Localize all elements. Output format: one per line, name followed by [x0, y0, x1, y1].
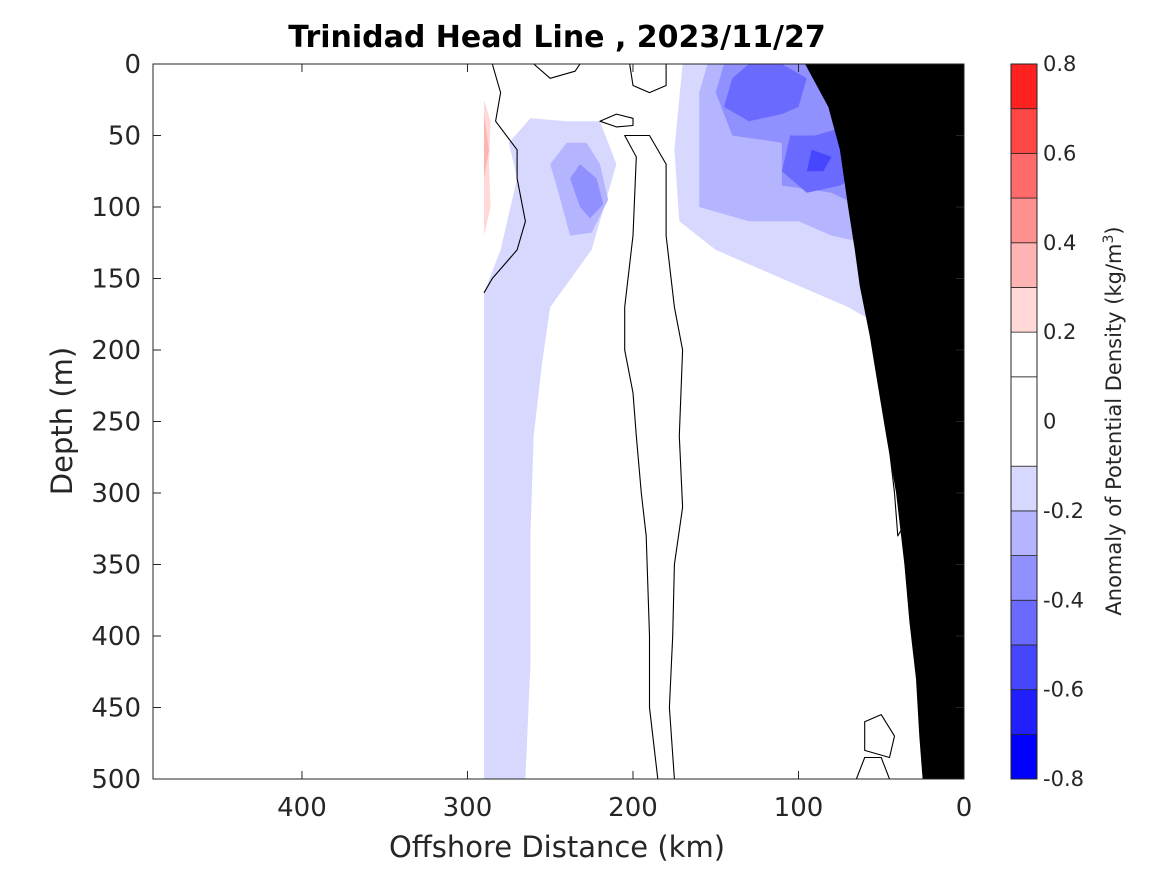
- y-tick-label: 250: [91, 408, 141, 438]
- colorbar-tick-label: 0.2: [1043, 320, 1076, 344]
- x-axis: 400 300 200 100 0: [277, 64, 972, 823]
- colorbar: 0.8 0.6 0.4 0.2 0 -0.2 -0.4 -0.6 -0.8: [1010, 52, 1084, 791]
- y-axis-label: Depth (m): [45, 347, 79, 495]
- colorbar-segment: [1010, 197, 1038, 244]
- y-tick-label: 400: [91, 622, 141, 652]
- negative-anomaly-shelf-core-a: [724, 64, 807, 122]
- positive-anomaly-offshore-core: [484, 114, 489, 179]
- y-axis: 0 50 100 150 200 250 300 350 400 450 500: [91, 50, 964, 795]
- colorbar-segment: [1010, 376, 1038, 467]
- zero-contour-bottom-loop-a: [864, 714, 896, 759]
- y-tick-label: 150: [91, 265, 141, 295]
- x-axis-label: Offshore Distance (km): [389, 830, 725, 864]
- seafloor: [805, 64, 964, 779]
- zero-contour-offshore: [483, 64, 526, 294]
- y-tick-label: 450: [91, 694, 141, 724]
- colorbar-segment: [1010, 465, 1038, 512]
- colorbar-tick-label: 0.6: [1043, 141, 1076, 165]
- x-tick-label: 400: [277, 793, 327, 823]
- zero-contour-top-right: [629, 64, 667, 94]
- colorbar-tick-label: 0.8: [1043, 52, 1076, 76]
- colorbar-tick-label: -0.4: [1043, 588, 1084, 612]
- colorbar-segment: [1010, 108, 1038, 154]
- x-tick-label: 100: [774, 793, 824, 823]
- y-tick-label: 500: [91, 765, 141, 795]
- colorbar-segment: [1010, 733, 1038, 780]
- negative-anomaly-offshore-band: [484, 118, 617, 779]
- colorbar-label: Anomaly of Potential Density (kg/m3): [1101, 226, 1126, 615]
- colorbar-segment: [1010, 242, 1038, 288]
- colorbar-segment: [1010, 63, 1038, 110]
- x-tick-label: 300: [443, 793, 493, 823]
- x-tick-label: 200: [608, 793, 658, 823]
- colorbar-segment: [1010, 689, 1038, 735]
- zero-contour-central: [624, 134, 684, 779]
- colorbar-segment: [1010, 331, 1038, 378]
- colorbar-segment: [1010, 599, 1038, 646]
- negative-anomaly-eddy-core: [570, 164, 604, 219]
- x-tick-label: 0: [956, 793, 973, 823]
- colorbar-tick-label: 0.4: [1043, 231, 1076, 255]
- colorbar-segment: [1010, 510, 1038, 556]
- bathymetry: [805, 64, 964, 779]
- colorbar-segment: [1010, 644, 1038, 691]
- y-tick-label: 100: [91, 193, 141, 223]
- y-tick-label: 300: [91, 479, 141, 509]
- colorbar-segment: [1010, 555, 1038, 601]
- y-tick-label: 0: [124, 50, 141, 80]
- zero-contour-bottom-loop-b: [855, 756, 891, 779]
- colorbar-segment: [1010, 287, 1038, 333]
- y-tick-label: 200: [91, 336, 141, 366]
- y-tick-label: 50: [108, 122, 141, 152]
- chart-title: Trinidad Head Line , 2023/11/27: [288, 20, 825, 55]
- negative-anomaly-shelf-core-e: [806, 149, 832, 172]
- zero-contour-top: [533, 64, 581, 79]
- colorbar-tick-label: -0.6: [1043, 678, 1084, 702]
- y-tick-label: 350: [91, 551, 141, 581]
- colorbar-tick-label: -0.8: [1043, 767, 1084, 791]
- colorbar-tick-label: 0: [1043, 410, 1056, 434]
- plot-area: [153, 64, 964, 779]
- zero-contour-small-loop: [599, 113, 634, 128]
- colorbar-segment: [1010, 152, 1038, 199]
- colorbar-frame: [1010, 63, 1038, 780]
- colorbar-tick-label: -0.2: [1043, 499, 1084, 523]
